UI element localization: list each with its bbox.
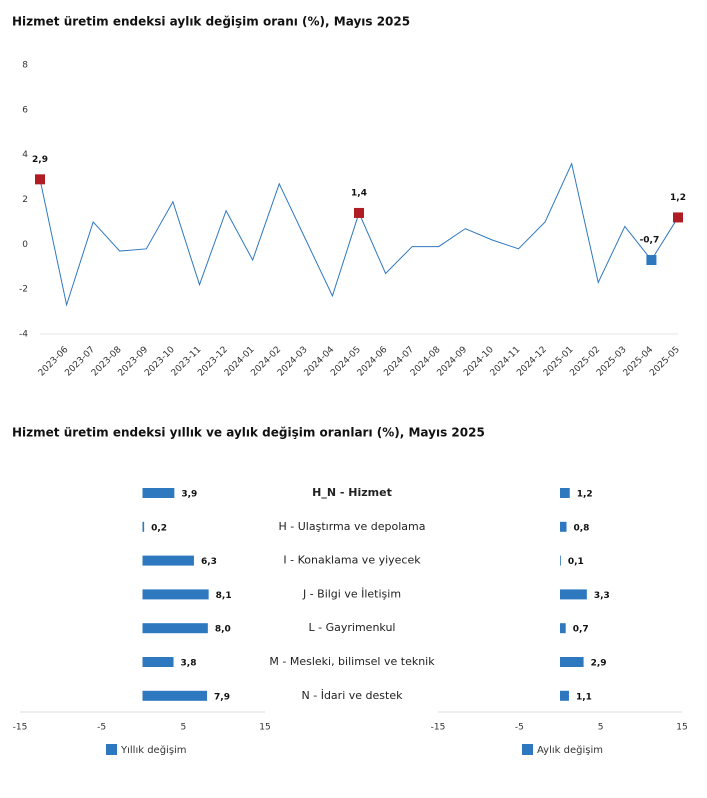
bar xyxy=(560,488,570,498)
bar xyxy=(560,589,587,600)
value-label: 8,0 xyxy=(215,625,231,635)
bar xyxy=(142,690,208,701)
bar xyxy=(142,488,175,498)
value-label: 1,2 xyxy=(670,193,686,203)
legend-label: Yıllık değişim xyxy=(120,744,187,756)
bar xyxy=(142,521,145,532)
value-label: 2,9 xyxy=(32,155,48,165)
x-tick-label: -5 xyxy=(515,723,524,733)
value-label: 7,9 xyxy=(214,692,230,702)
value-label: 0,2 xyxy=(151,523,167,533)
category-label: J - Bilgi ve İletişim xyxy=(302,587,401,600)
x-tick-label: 15 xyxy=(676,723,687,733)
bar xyxy=(142,589,209,600)
marker xyxy=(35,174,45,185)
x-tick-label: 15 xyxy=(259,723,270,733)
y-tick-label: -4 xyxy=(19,330,28,340)
value-label: 0,7 xyxy=(573,625,589,635)
x-tick-label: 5 xyxy=(180,723,186,733)
value-label: 3,9 xyxy=(181,490,197,500)
value-label: 2,9 xyxy=(591,659,607,669)
value-label: 8,1 xyxy=(216,591,232,601)
y-tick-label: 8 xyxy=(22,61,28,71)
line xyxy=(39,162,679,307)
x-tick-label: -15 xyxy=(431,723,446,733)
bar xyxy=(142,657,174,667)
bar xyxy=(560,690,569,701)
bar xyxy=(560,657,584,667)
bar xyxy=(142,555,194,566)
y-tick-label: 4 xyxy=(22,150,28,160)
chart-title: Hizmet üretim endeksi yıllık ve aylık de… xyxy=(12,426,485,440)
value-label: 3,8 xyxy=(181,659,197,669)
marker xyxy=(354,207,364,218)
value-label: 1,4 xyxy=(351,188,367,198)
legend-label: Aylık değişim xyxy=(537,744,603,756)
y-tick-label: 0 xyxy=(22,240,28,250)
value-label: -0,7 xyxy=(640,236,660,246)
chart-title: Hizmet üretim endeksi aylık değişim oran… xyxy=(12,15,410,29)
legend-swatch xyxy=(522,744,533,755)
value-label: 1,2 xyxy=(577,490,593,500)
category-label: I - Konaklama ve yiyecek xyxy=(283,554,421,567)
x-tick-label: -5 xyxy=(97,723,106,733)
marker xyxy=(673,212,683,223)
marker xyxy=(646,255,657,266)
bar xyxy=(560,521,567,532)
category-label: N - İdari ve destek xyxy=(302,689,404,702)
category-label: H_N - Hizmet xyxy=(312,486,392,499)
y-tick-label: 6 xyxy=(22,105,28,115)
value-label: 1,1 xyxy=(576,692,592,702)
y-tick-label: -2 xyxy=(19,285,28,295)
value-label: 3,3 xyxy=(594,591,610,601)
category-label: L - Gayrimenkul xyxy=(309,621,396,634)
value-label: 0,8 xyxy=(574,523,590,533)
x-tick-label: -15 xyxy=(13,723,28,733)
bar xyxy=(560,555,561,566)
bar xyxy=(142,623,208,634)
y-tick-label: 2 xyxy=(22,195,28,205)
bar xyxy=(560,623,566,634)
value-label: 6,3 xyxy=(201,557,217,567)
category-label: H - Ulaştırma ve depolama xyxy=(279,520,426,533)
value-label: 0,1 xyxy=(568,557,584,567)
x-tick-label: 5 xyxy=(598,723,604,733)
legend-swatch xyxy=(106,744,117,755)
category-label: M - Mesleki, bilimsel ve teknik xyxy=(269,655,435,668)
